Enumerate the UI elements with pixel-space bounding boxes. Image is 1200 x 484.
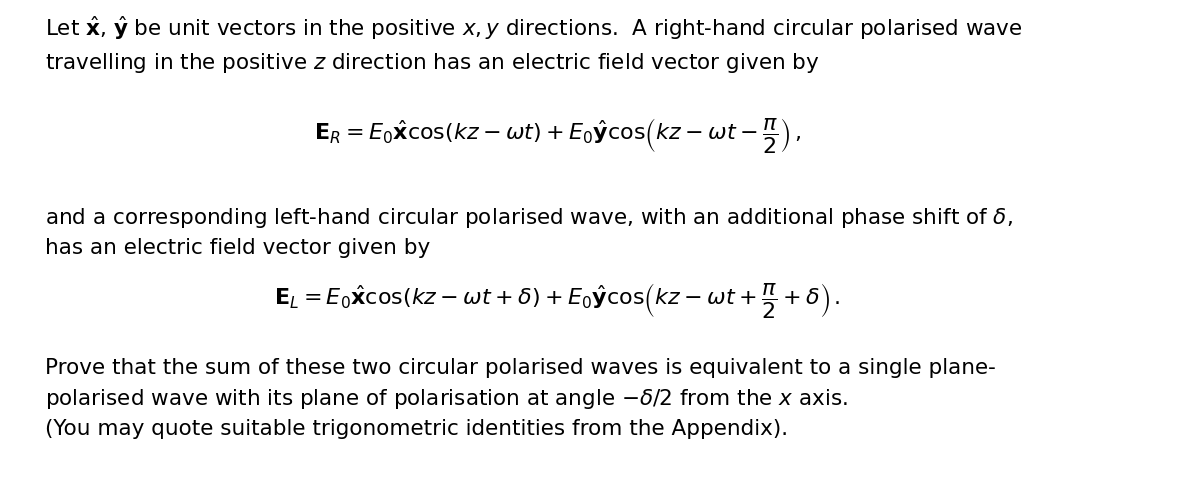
Text: $\mathbf{E}_L = E_0\hat{\mathbf{x}}\cos(kz - \omega t + \delta) + E_0\hat{\mathb: $\mathbf{E}_L = E_0\hat{\mathbf{x}}\cos(… (275, 281, 841, 319)
Text: Prove that the sum of these two circular polarised waves is equivalent to a sing: Prove that the sum of these two circular… (44, 358, 995, 439)
Text: Let $\hat{\mathbf{x}}$, $\hat{\mathbf{y}}$ be unit vectors in the positive $x, y: Let $\hat{\mathbf{x}}$, $\hat{\mathbf{y}… (44, 15, 1022, 75)
Text: and a corresponding left-hand circular polarised wave, with an additional phase : and a corresponding left-hand circular p… (44, 206, 1013, 257)
Text: $\mathbf{E}_R = E_0\hat{\mathbf{x}}\cos(kz - \omega t) + E_0\hat{\mathbf{y}}\cos: $\mathbf{E}_R = E_0\hat{\mathbf{x}}\cos(… (314, 116, 802, 155)
